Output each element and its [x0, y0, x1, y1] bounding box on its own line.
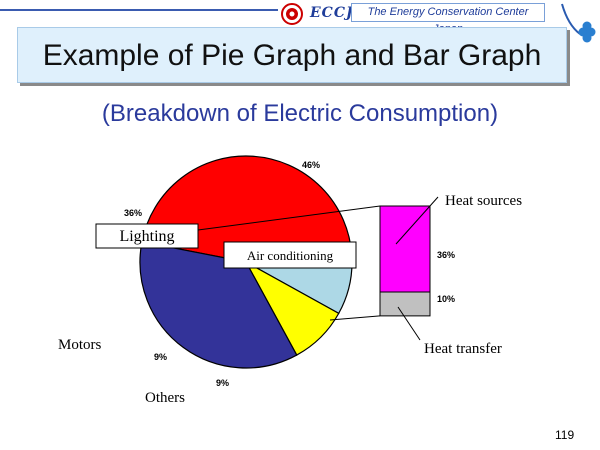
pie-value-label-air-conditioning: 46%	[302, 160, 320, 170]
pie-category-label-air-conditioning: Air conditioning	[247, 248, 334, 263]
pie-category-label-air-conditioning-box	[223, 241, 357, 269]
stacked-bar-chart	[152, 205, 431, 321]
bar-value-label-heat-sources: 36%	[437, 250, 455, 260]
header-bar: ECCJ The Energy Conservation Center Japa…	[0, 0, 600, 43]
bar-segment-heat-sources	[379, 205, 431, 293]
bar-value-label-heat-transfer: 10%	[437, 294, 455, 304]
clover-icon	[561, 3, 596, 43]
organization-name: The Energy Conservation Center Japan	[351, 3, 545, 35]
bar-segment-heat-transfer	[379, 291, 431, 317]
pointer-line-heat-sources	[395, 196, 439, 245]
slide-title: Example of Pie Graph and Bar Graph	[42, 39, 542, 72]
pie-category-label-lighting: Lighting	[119, 228, 174, 245]
connector-line-bottom	[329, 315, 381, 321]
pie-category-label-lighting-box	[95, 223, 199, 249]
pie-category-label-motors: Motors	[58, 337, 102, 353]
title-box: Example of Pie Graph and Bar Graph	[17, 27, 567, 83]
pie-slice-lighting	[139, 241, 298, 369]
pointer-line-heat-transfer	[397, 306, 421, 341]
eccj-logo-text: ECCJ	[310, 5, 354, 21]
pie-chart	[139, 155, 353, 369]
page-number: 119	[555, 428, 575, 442]
bar-category-label-heat-sources: Heat sources	[445, 193, 522, 209]
pie-value-label-motors: 9%	[154, 352, 167, 362]
header-line-left	[0, 9, 278, 11]
pie-value-label-lighting: 36%	[124, 208, 142, 218]
chart-labels: 46% 9% 9% 36% Lighting Air conditioning Motors…	[58, 160, 522, 406]
pie-value-label-others: 9%	[216, 378, 229, 388]
eccj-logo-icon	[281, 3, 303, 25]
pie-category-label-others: Others	[145, 390, 185, 406]
slide-subtitle: (Breakdown of Electric Consumption)	[101, 100, 499, 127]
bar-category-label-heat-transfer: Heat transfer	[424, 341, 502, 357]
